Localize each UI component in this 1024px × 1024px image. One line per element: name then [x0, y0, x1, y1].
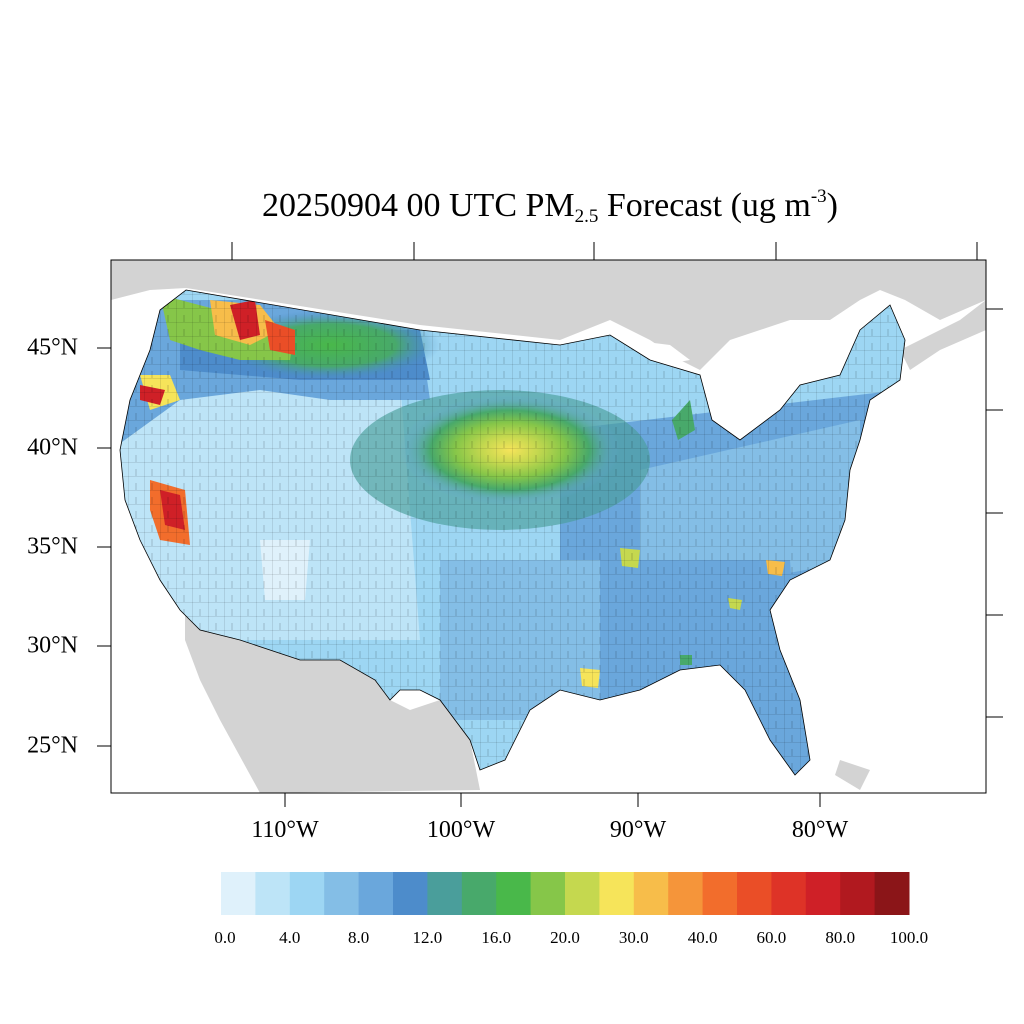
colorbar-label: 12.0: [412, 928, 443, 947]
colorbar-swatch: [324, 872, 360, 915]
colorbar-swatch: [358, 872, 394, 915]
colorbar-swatch: [221, 872, 256, 915]
colorbar-swatch: [530, 872, 566, 915]
colorbar-label: 30.0: [618, 928, 649, 947]
colorbar-label: 0.0: [214, 928, 236, 947]
title-subscript: 2.5: [574, 206, 599, 227]
latitude-label: 35°N: [27, 533, 78, 560]
chart-title: 20250904 00 UTC PM2.5 Forecast (ug m-3): [0, 186, 1024, 228]
title-rest: Forecast (ug m: [598, 187, 811, 224]
longitude-label: 100°W: [426, 817, 496, 843]
latitude-label: 45°N: [27, 334, 78, 361]
colorbar-label: 80.0: [825, 928, 856, 947]
colorbar-label: 20.0: [550, 928, 580, 947]
colorbar-label: 4.0: [279, 928, 301, 947]
colorbar-swatch: [668, 872, 704, 915]
colorbar-swatch: [840, 872, 876, 915]
colorbar-swatch: [565, 872, 600, 915]
colorbar: [221, 872, 910, 915]
longitude-label: 80°W: [791, 817, 849, 843]
title-close: ): [826, 187, 838, 224]
latitude-label: 30°N: [27, 632, 78, 659]
colorbar-swatch: [393, 872, 428, 915]
colorbar-label: 100.0: [889, 928, 929, 947]
title-superscript: -3: [810, 186, 827, 207]
latitude-label: 25°N: [27, 732, 78, 759]
us-outline: [119, 289, 906, 776]
colorbar-swatch: [874, 872, 910, 915]
colorbar-swatch: [255, 872, 291, 915]
colorbar-label: 16.0: [481, 928, 512, 947]
colorbar-swatch: [427, 872, 463, 915]
map-frame: [110, 259, 987, 794]
colorbar-swatch: [599, 872, 635, 915]
colorbar-swatch: [702, 872, 738, 915]
colorbar-label: 40.0: [687, 928, 718, 947]
colorbar-label: 8.0: [347, 928, 370, 947]
colorbar-swatch: [289, 872, 325, 915]
colorbar-swatch: [461, 872, 497, 915]
colorbar-label: 60.0: [756, 928, 787, 947]
longitude-label: 90°W: [609, 817, 667, 843]
colorbar-swatch: [805, 872, 841, 915]
longitude-label: 110°W: [251, 817, 319, 843]
colorbar-swatch: [496, 872, 532, 915]
land-background: [111, 260, 986, 793]
axis-ticks: [97, 242, 1003, 807]
latitude-label: 40°N: [27, 434, 78, 461]
colorbar-swatch: [737, 872, 772, 915]
colorbar-swatch: [771, 872, 807, 915]
title-main: 20250904 00 UTC PM: [262, 187, 575, 224]
colorbar-swatch: [633, 872, 669, 915]
